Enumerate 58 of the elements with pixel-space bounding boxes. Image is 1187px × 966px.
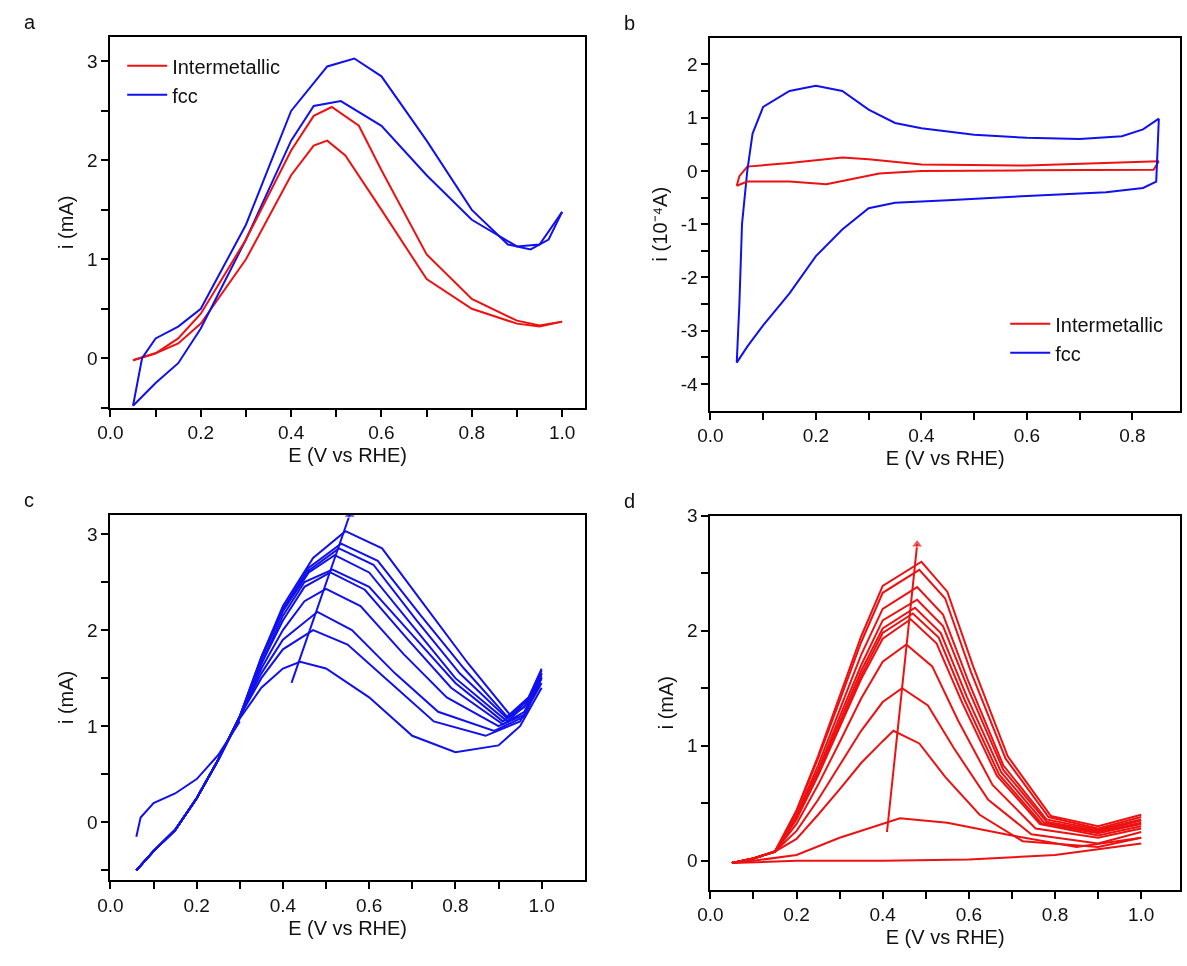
x-tick-label: 0.4 xyxy=(269,894,297,916)
y-axis-title: i (mA) xyxy=(55,670,78,725)
y-tick-label: -1 xyxy=(680,213,698,235)
y-tick-label: -3 xyxy=(680,320,698,342)
y-axis-title: i (mA) xyxy=(654,675,677,730)
x-tick-label: 1.0 xyxy=(1127,904,1155,926)
y-axis-title: i (10⁻⁴A) xyxy=(648,186,671,262)
x-tick-label: 0.2 xyxy=(802,425,830,447)
x-tick-label: 0.6 xyxy=(355,894,383,916)
x-tick-label: 0.8 xyxy=(458,422,486,444)
y-tick-label: 1 xyxy=(686,107,698,129)
text: c xyxy=(24,489,34,511)
y-tick-label: 0 xyxy=(87,347,98,369)
y-axis-title: i (mA) xyxy=(55,195,78,249)
x-tick-label: 1.0 xyxy=(548,422,576,444)
y-tick-label: 0 xyxy=(686,160,698,182)
x-tick-label: 0.0 xyxy=(97,894,124,916)
x-tick-label: 0.4 xyxy=(869,904,897,926)
y-tick-label: 3 xyxy=(87,523,98,545)
x-tick-label: 0.4 xyxy=(277,422,305,444)
y-tick-label: -4 xyxy=(680,373,698,395)
x-tick-label: 0.6 xyxy=(1013,425,1041,447)
y-tick-label: -2 xyxy=(680,267,698,289)
x-tick-label: 0.4 xyxy=(908,425,936,447)
x-tick-label: 0.8 xyxy=(442,894,469,916)
x-tick-label: 0.2 xyxy=(183,894,210,916)
x-tick-label: 0.2 xyxy=(187,422,214,444)
y-tick-label: 2 xyxy=(686,620,698,642)
y-tick-label: 2 xyxy=(87,619,98,641)
x-tick-label: 0.6 xyxy=(368,422,395,444)
y-tick-label: 1 xyxy=(686,735,698,757)
x-axis-title: E (V vs RHE) xyxy=(288,916,408,939)
x-tick-label: 0.8 xyxy=(1119,425,1146,447)
x-axis-title: E (V vs RHE) xyxy=(885,926,1005,949)
legend-label: fcc xyxy=(1055,342,1081,365)
y-tick-label: 1 xyxy=(87,715,98,737)
y-tick-label: 3 xyxy=(87,51,98,73)
y-tick-label: 2 xyxy=(87,150,98,172)
x-tick-label: 0.0 xyxy=(697,425,724,447)
y-tick-label: 0 xyxy=(686,850,698,872)
x-tick-label: 1.0 xyxy=(528,894,555,916)
y-tick-label: 0 xyxy=(87,811,98,833)
x-tick-label: 0.8 xyxy=(1041,904,1069,926)
x-tick-label: 0.2 xyxy=(783,904,810,926)
x-tick-label: 0.0 xyxy=(97,422,124,444)
x-axis-title: E (V vs RHE) xyxy=(885,447,1005,470)
text: b xyxy=(624,12,636,34)
x-axis-title: E (V vs RHE) xyxy=(288,444,408,467)
text: a xyxy=(24,11,36,33)
y-tick-label: 1 xyxy=(87,248,98,270)
x-tick-label: 0.6 xyxy=(955,904,983,926)
y-tick-label: 2 xyxy=(686,54,698,75)
legend-label: fcc xyxy=(172,84,198,107)
text: d xyxy=(624,490,636,512)
y-tick-label: 3 xyxy=(686,505,698,527)
x-tick-label: 0.0 xyxy=(697,904,724,926)
legend-label: Intermetallic xyxy=(172,55,280,78)
legend-label: Intermetallic xyxy=(1055,313,1164,336)
